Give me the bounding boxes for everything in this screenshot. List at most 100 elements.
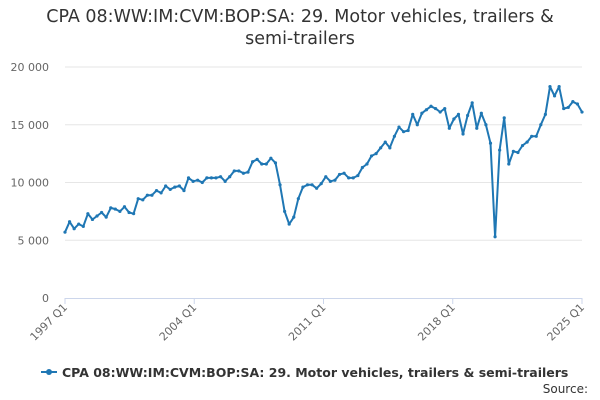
- data-point[interactable]: [218, 175, 223, 179]
- data-point[interactable]: [154, 188, 159, 193]
- data-point[interactable]: [122, 205, 127, 209]
- data-point[interactable]: [205, 176, 209, 180]
- data-point[interactable]: [296, 197, 300, 201]
- data-point[interactable]: [264, 162, 268, 166]
- data-point[interactable]: [415, 123, 419, 127]
- data-point[interactable]: [406, 128, 410, 133]
- data-point[interactable]: [328, 179, 332, 183]
- data-point[interactable]: [383, 140, 387, 144]
- data-point[interactable]: [241, 171, 246, 175]
- data-point[interactable]: [484, 123, 488, 127]
- data-point[interactable]: [287, 222, 291, 226]
- data-point[interactable]: [388, 146, 392, 150]
- data-point[interactable]: [493, 235, 497, 239]
- data-point[interactable]: [507, 162, 511, 166]
- data-point[interactable]: [269, 156, 273, 160]
- data-point[interactable]: [571, 100, 575, 104]
- data-point[interactable]: [411, 112, 415, 116]
- data-point[interactable]: [90, 217, 95, 222]
- data-point[interactable]: [104, 215, 108, 219]
- data-point[interactable]: [223, 179, 227, 183]
- data-point[interactable]: [379, 146, 383, 150]
- data-point[interactable]: [77, 222, 81, 226]
- data-point[interactable]: [552, 94, 557, 98]
- data-point[interactable]: [228, 175, 232, 179]
- data-point[interactable]: [543, 112, 547, 116]
- data-point[interactable]: [369, 154, 374, 158]
- data-point[interactable]: [186, 176, 191, 180]
- data-point[interactable]: [488, 141, 493, 145]
- data-point[interactable]: [145, 193, 149, 197]
- data-point[interactable]: [113, 207, 117, 211]
- data-point[interactable]: [200, 180, 204, 185]
- data-point[interactable]: [347, 176, 351, 180]
- data-point[interactable]: [100, 210, 104, 215]
- data-point[interactable]: [255, 157, 259, 161]
- data-point[interactable]: [278, 183, 282, 187]
- data-point[interactable]: [511, 149, 515, 153]
- data-point[interactable]: [86, 212, 90, 216]
- data-point[interactable]: [324, 175, 328, 179]
- data-point[interactable]: [182, 188, 186, 193]
- data-point[interactable]: [557, 85, 561, 89]
- data-point[interactable]: [81, 224, 85, 228]
- data-point[interactable]: [95, 214, 99, 218]
- data-point[interactable]: [429, 104, 433, 108]
- data-point[interactable]: [479, 111, 483, 115]
- data-point[interactable]: [168, 187, 172, 192]
- data-point[interactable]: [173, 185, 177, 189]
- data-point[interactable]: [443, 106, 447, 111]
- data-point[interactable]: [72, 227, 76, 231]
- data-point[interactable]: [525, 140, 529, 144]
- data-point[interactable]: [150, 193, 154, 197]
- data-point[interactable]: [136, 197, 140, 201]
- data-point[interactable]: [433, 106, 438, 111]
- data-point[interactable]: [397, 125, 401, 129]
- data-point[interactable]: [250, 160, 255, 164]
- data-point[interactable]: [310, 183, 314, 187]
- data-point[interactable]: [63, 230, 67, 234]
- data-point[interactable]: [209, 176, 214, 180]
- data-point[interactable]: [461, 132, 465, 136]
- data-point[interactable]: [548, 85, 552, 89]
- data-point[interactable]: [127, 210, 131, 215]
- data-point[interactable]: [305, 183, 310, 187]
- data-point[interactable]: [534, 134, 538, 138]
- data-point[interactable]: [424, 108, 429, 112]
- data-point[interactable]: [246, 170, 250, 174]
- data-point[interactable]: [356, 173, 360, 178]
- data-point[interactable]: [232, 169, 236, 173]
- data-point[interactable]: [273, 161, 278, 165]
- data-point[interactable]: [452, 117, 456, 121]
- data-point[interactable]: [118, 209, 122, 213]
- data-point[interactable]: [164, 184, 168, 188]
- data-point[interactable]: [196, 178, 200, 182]
- data-point[interactable]: [315, 186, 319, 190]
- data-point[interactable]: [470, 101, 474, 105]
- data-point[interactable]: [109, 206, 113, 210]
- data-point[interactable]: [214, 176, 218, 180]
- data-point[interactable]: [141, 198, 145, 202]
- data-point[interactable]: [456, 112, 461, 116]
- data-point[interactable]: [438, 110, 442, 114]
- legend[interactable]: CPA 08:WW:IM:CVM:BOP:SA: 29. Motor vehic…: [41, 365, 568, 380]
- data-point[interactable]: [301, 185, 305, 189]
- data-point[interactable]: [466, 113, 470, 118]
- data-point[interactable]: [292, 215, 296, 219]
- data-point[interactable]: [159, 191, 163, 195]
- data-point[interactable]: [530, 134, 534, 138]
- data-point[interactable]: [319, 182, 323, 186]
- data-point[interactable]: [498, 148, 502, 152]
- data-point[interactable]: [420, 111, 424, 115]
- data-point[interactable]: [516, 150, 520, 155]
- data-point[interactable]: [562, 106, 566, 111]
- data-point[interactable]: [333, 178, 337, 182]
- data-point[interactable]: [580, 110, 584, 114]
- data-point[interactable]: [191, 179, 195, 183]
- data-point[interactable]: [260, 162, 264, 166]
- data-point[interactable]: [475, 126, 479, 130]
- data-point[interactable]: [575, 102, 580, 106]
- data-point[interactable]: [67, 220, 72, 224]
- data-point[interactable]: [360, 165, 364, 170]
- data-point[interactable]: [365, 162, 369, 166]
